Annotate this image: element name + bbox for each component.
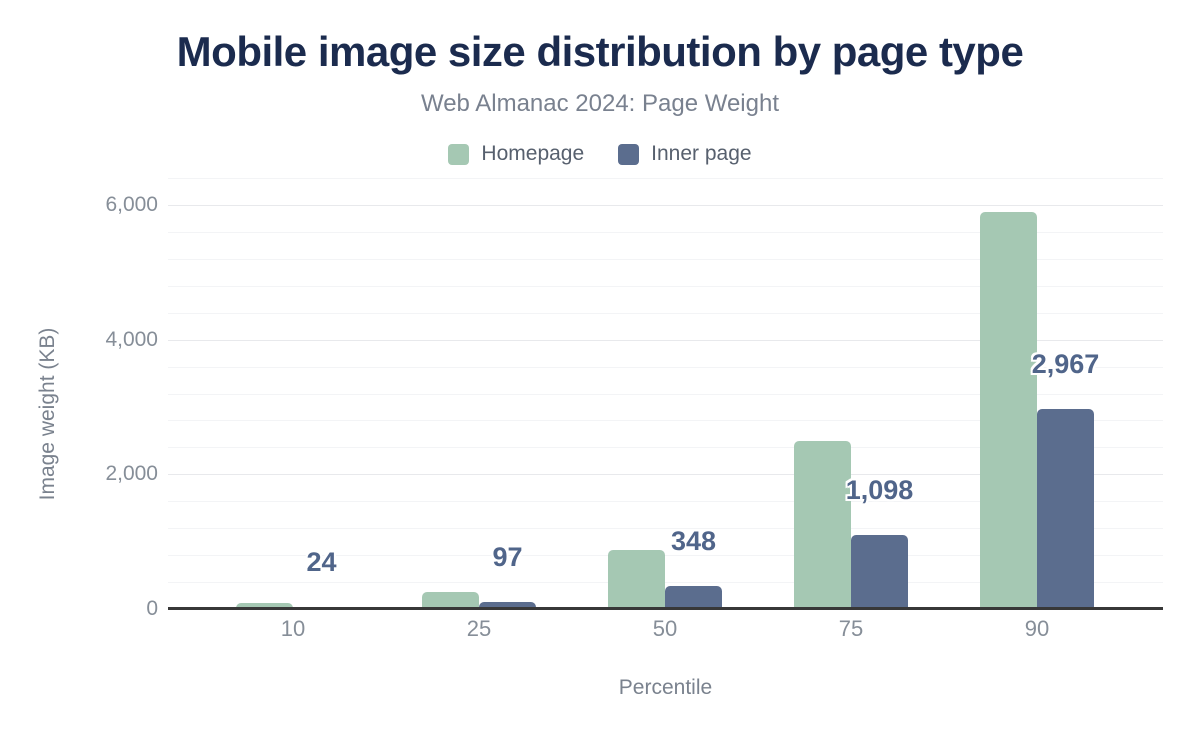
- major-gridline-4000: [168, 340, 1163, 341]
- x-tick-label-75: 75: [838, 616, 864, 641]
- major-gridline-2000: [168, 474, 1163, 475]
- y-axis-title: Image weight (KB): [36, 327, 59, 501]
- x-tick-label-10: 10: [280, 616, 306, 641]
- chart-subtitle: Web Almanac 2024: Page Weight: [420, 90, 779, 117]
- x-axis-title: Percentile: [618, 676, 713, 699]
- major-gridline-6000: [168, 205, 1163, 206]
- minor-gridline-400: [168, 582, 1163, 583]
- bar-homepage-p75: [794, 440, 851, 609]
- minor-gridline-3600: [168, 367, 1163, 368]
- data-label-p50: 348: [670, 526, 717, 556]
- data-label-p75: 1,098: [845, 475, 914, 505]
- legend-swatch-icon: [448, 143, 470, 165]
- y-tick-label-2000: 2,000: [105, 462, 158, 485]
- minor-gridline-800: [168, 555, 1163, 556]
- bar-inner-page-p75: [851, 535, 908, 609]
- minor-gridline-5600: [168, 232, 1163, 233]
- y-tick-label-4000: 4,000: [105, 328, 158, 351]
- legend-label: Inner page: [651, 142, 752, 165]
- bar-inner-page-p50: [665, 585, 722, 609]
- minor-gridline-1200: [168, 528, 1163, 529]
- minor-gridline-1600: [168, 501, 1163, 502]
- bar-homepage-p50: [608, 549, 665, 609]
- y-tick-label-0: 0: [146, 597, 158, 620]
- legend-item-homepage: Homepage: [448, 142, 584, 166]
- legend-item-inner-page: Inner page: [618, 142, 752, 166]
- bar-inner-page-p25: [479, 602, 536, 609]
- data-label-p25: 97: [492, 542, 523, 572]
- bar-homepage-p10: [236, 602, 293, 609]
- bar-inner-page-p90: [1037, 409, 1094, 609]
- legend-label: Homepage: [481, 142, 585, 165]
- x-tick-label-25: 25: [466, 616, 492, 641]
- x-tick-label-50: 50: [652, 616, 678, 641]
- x-axis-line: [168, 607, 1163, 610]
- legend: Homepage Inner page: [0, 142, 1200, 166]
- data-label-p90: 2,967: [1031, 349, 1100, 379]
- minor-gridline-5200: [168, 259, 1163, 260]
- minor-gridline-4400: [168, 313, 1163, 314]
- y-tick-label-6000: 6,000: [105, 193, 158, 216]
- minor-gridline-3200: [168, 394, 1163, 395]
- x-tick-label-90: 90: [1024, 616, 1050, 641]
- chart-title: Mobile image size distribution by page t…: [176, 28, 1024, 75]
- bar-homepage-p25: [422, 592, 479, 609]
- minor-gridline-6400: [168, 178, 1163, 179]
- minor-gridline-2400: [168, 447, 1163, 448]
- bar-homepage-p90: [980, 212, 1037, 609]
- minor-gridline-2800: [168, 420, 1163, 421]
- legend-swatch-icon: [618, 143, 640, 165]
- minor-gridline-4800: [168, 286, 1163, 287]
- data-label-p10: 24: [306, 547, 337, 577]
